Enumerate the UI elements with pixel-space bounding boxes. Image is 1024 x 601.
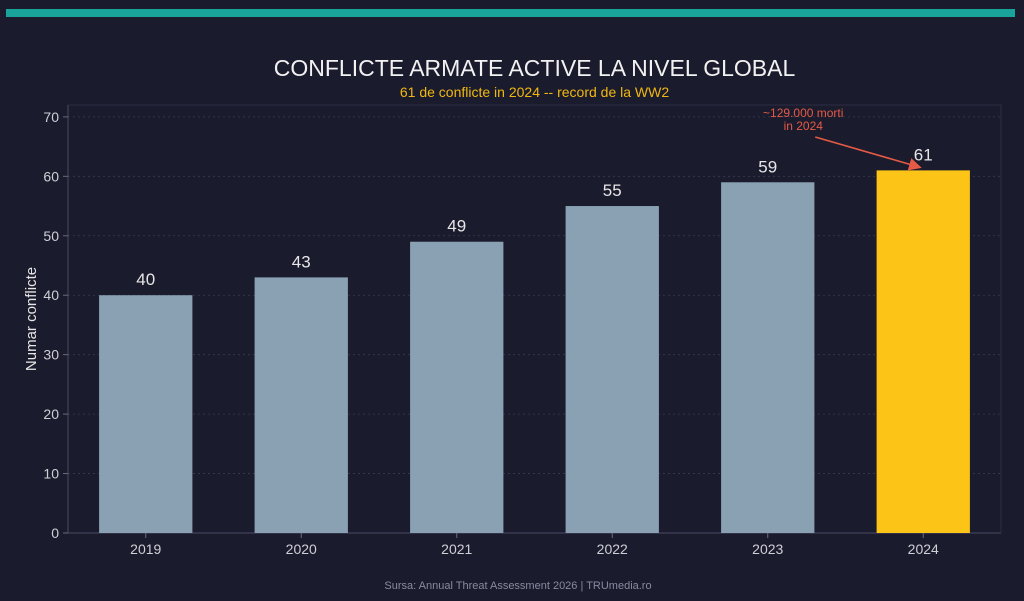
- bar-2023: [721, 182, 815, 533]
- y-axis-label: Numar conflicte: [23, 267, 40, 371]
- y-tick-label: 30: [43, 347, 59, 363]
- bar-2020: [254, 277, 348, 533]
- x-tick-label-2020: 2020: [286, 541, 317, 557]
- source-note: Sursa: Annual Threat Assessment 2026 | T…: [384, 580, 652, 592]
- y-tick-label: 70: [43, 109, 59, 125]
- data-label-2019: 40: [136, 270, 155, 289]
- bar-2019: [99, 295, 193, 533]
- bar-2021: [410, 241, 504, 533]
- chart-title: CONFLICTE ARMATE ACTIVE LA NIVEL GLOBAL: [273, 55, 796, 81]
- data-label-2023: 59: [758, 157, 777, 176]
- bar-2024: [876, 170, 970, 533]
- x-tick-label-2021: 2021: [441, 541, 472, 557]
- y-tick-label: 40: [43, 287, 59, 303]
- y-tick-label: 10: [43, 466, 59, 482]
- annotation-arrow: [815, 136, 922, 171]
- y-tick-label: 60: [43, 168, 59, 184]
- x-tick-label-2023: 2023: [752, 541, 783, 557]
- chart-subtitle: 61 de conflicte in 2024 -- record de la …: [399, 84, 670, 100]
- y-tick-label: 0: [51, 525, 59, 541]
- data-label-2022: 55: [603, 181, 622, 200]
- y-tick-label: 50: [43, 228, 59, 244]
- y-tick-label: 20: [43, 406, 59, 422]
- top-accent-bar: [6, 9, 1015, 17]
- x-tick-label-2022: 2022: [597, 541, 628, 557]
- data-label-2021: 49: [447, 217, 466, 236]
- annotation-text: ~129.000 morti: [763, 106, 843, 120]
- bar-2022: [565, 206, 659, 534]
- x-tick-label-2024: 2024: [908, 541, 939, 557]
- data-label-2020: 43: [292, 252, 311, 271]
- data-label-2024: 61: [914, 145, 933, 164]
- annotation-text: in 2024: [784, 119, 824, 133]
- x-tick-label-2019: 2019: [130, 541, 161, 557]
